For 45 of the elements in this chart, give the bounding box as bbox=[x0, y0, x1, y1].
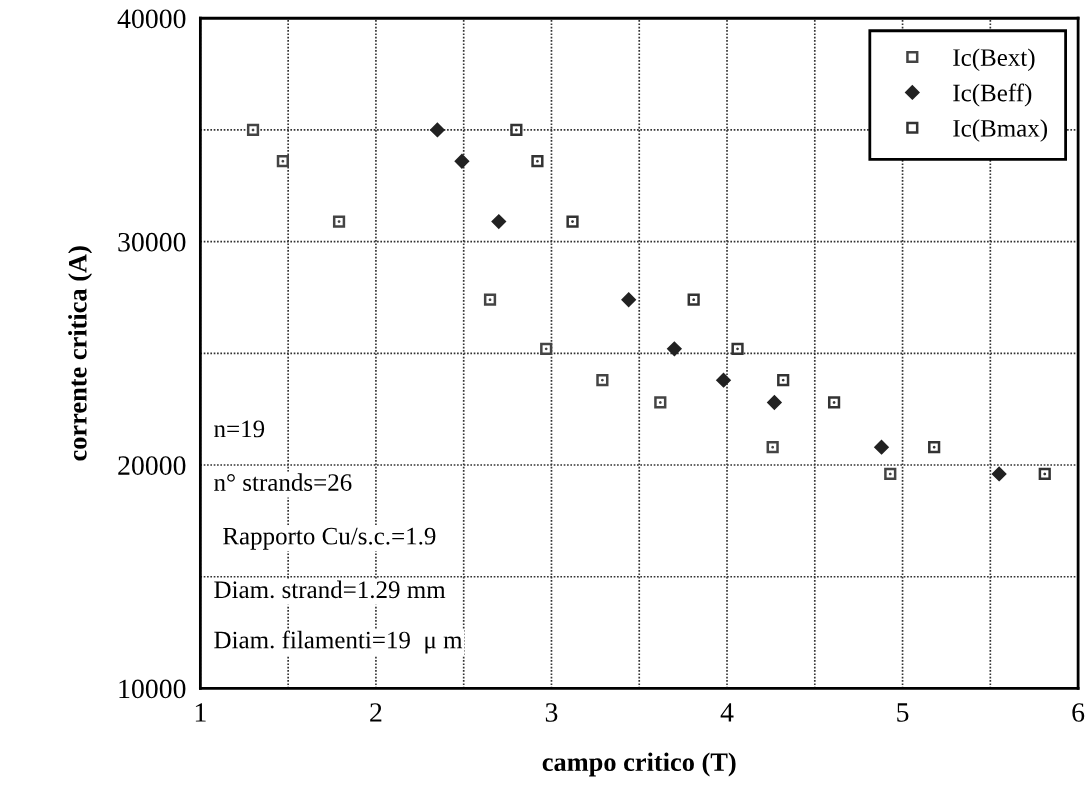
point bbox=[531, 155, 544, 168]
x-tick-label: 1 bbox=[195, 703, 206, 722]
point bbox=[332, 215, 346, 228]
point bbox=[430, 122, 445, 138]
point bbox=[766, 441, 779, 454]
annotation: Diam. filamenti=19 μ m bbox=[214, 630, 463, 654]
y-tick-label: 40000 bbox=[117, 9, 186, 29]
y-tick-label: 10000 bbox=[119, 679, 186, 699]
point bbox=[510, 123, 523, 137]
annotation: Rapporto Cu/s.c.=1.9 bbox=[223, 527, 436, 550]
point bbox=[491, 214, 506, 229]
x-tick-label: 4 bbox=[720, 703, 734, 722]
legend-label: Ic(Bmax) bbox=[953, 119, 1048, 142]
y-tick-label: 20000 bbox=[118, 456, 186, 475]
point bbox=[276, 155, 289, 168]
annotation: n=19 bbox=[214, 420, 265, 438]
point bbox=[874, 440, 889, 455]
point bbox=[667, 341, 682, 357]
point bbox=[1038, 467, 1051, 481]
x-axis-title: campo critico (T) bbox=[542, 752, 736, 777]
point bbox=[540, 342, 553, 355]
y-axis-title: corrente critica (A) bbox=[68, 246, 93, 461]
point bbox=[884, 467, 897, 481]
point bbox=[566, 215, 579, 228]
legend-label: Ic(Beff) bbox=[953, 83, 1032, 107]
legend-label: Ic(Bext) bbox=[953, 48, 1035, 72]
point bbox=[621, 292, 636, 307]
point bbox=[483, 293, 497, 306]
point bbox=[454, 154, 470, 169]
x-tick-label: 6 bbox=[1072, 703, 1085, 722]
annotation: n° strands=26 bbox=[214, 473, 352, 491]
point bbox=[731, 342, 744, 355]
x-tick-label: 5 bbox=[897, 703, 909, 722]
point bbox=[654, 396, 667, 409]
x-tick-label: 3 bbox=[545, 703, 558, 722]
point bbox=[596, 374, 609, 387]
point bbox=[777, 374, 790, 387]
point bbox=[716, 372, 731, 388]
point bbox=[767, 395, 782, 410]
point bbox=[991, 466, 1007, 482]
x-tick-label: 2 bbox=[370, 703, 382, 722]
point bbox=[687, 293, 700, 306]
point bbox=[827, 396, 841, 409]
y-tick-label: 30000 bbox=[118, 232, 186, 252]
annotation: Diam. strand=1.29 mm bbox=[214, 580, 446, 599]
